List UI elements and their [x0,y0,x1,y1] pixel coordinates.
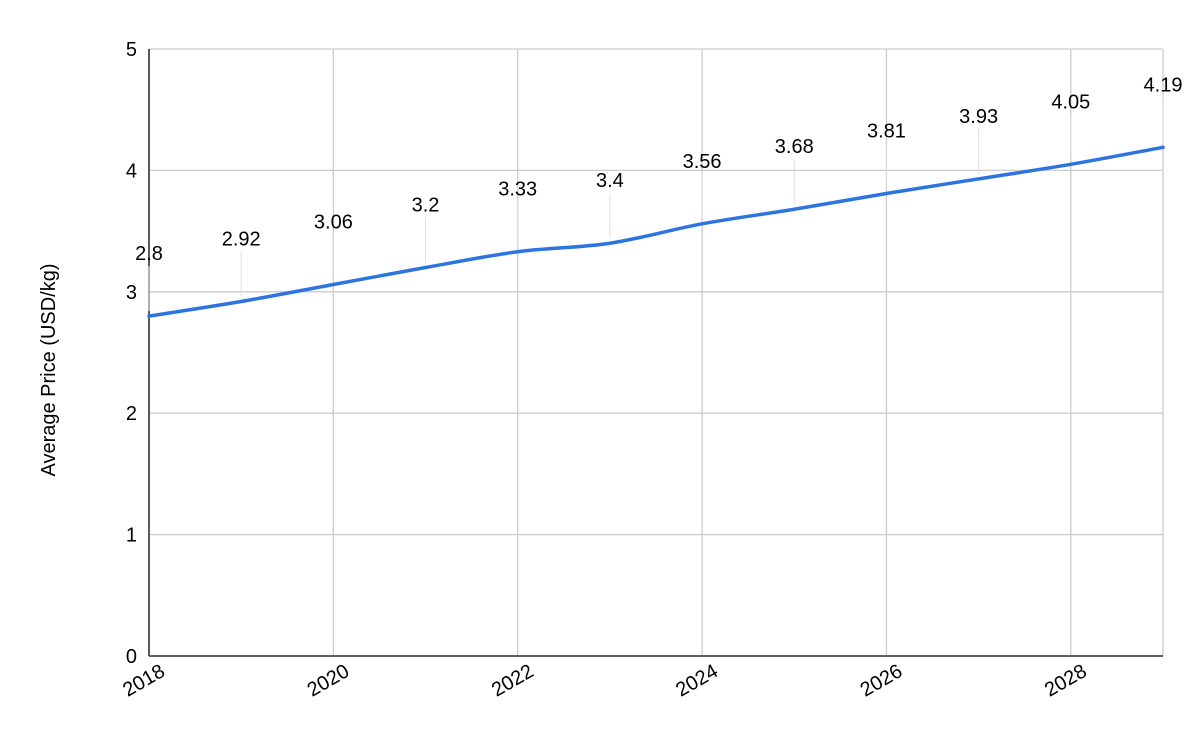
y-axis-title: Average Price (USD/kg) [38,263,60,476]
data-label: 3.93 [959,106,998,128]
y-tick-label: 5 [126,39,137,61]
series-line [147,145,1165,318]
y-tick-label: 4 [126,160,137,182]
data-label: 4.19 [1144,74,1183,96]
x-tick-label: 2024 [672,660,722,701]
y-tick-label: 1 [126,525,137,547]
data-label: 3.06 [314,212,353,234]
data-label: 3.68 [775,136,814,158]
y-tick-label: 3 [126,282,137,304]
y-tick-label: 0 [126,646,137,668]
data-label: 3.81 [867,120,906,142]
data-label: 3.2 [412,195,440,217]
data-labels: 2.8 2.92 3.06 3.2 3.33 3.4 3.56 3.68 3.81 3.93 4.0… [135,74,1183,312]
data-label: 3.56 [683,151,722,173]
data-label: 3.4 [596,170,624,192]
data-label: 2.8 [135,243,163,265]
y-tick-label: 2 [126,403,137,425]
data-label: 3.33 [498,179,537,201]
data-label: 2.92 [222,229,261,251]
x-tick-label: 2026 [857,660,907,701]
x-tick-label: 2020 [304,660,354,701]
series-layer [147,145,1165,318]
grid-lines [148,48,1164,657]
data-label: 4.05 [1051,91,1090,113]
x-tick-label: 2028 [1041,660,1091,701]
x-tick-label: 2022 [488,660,538,701]
